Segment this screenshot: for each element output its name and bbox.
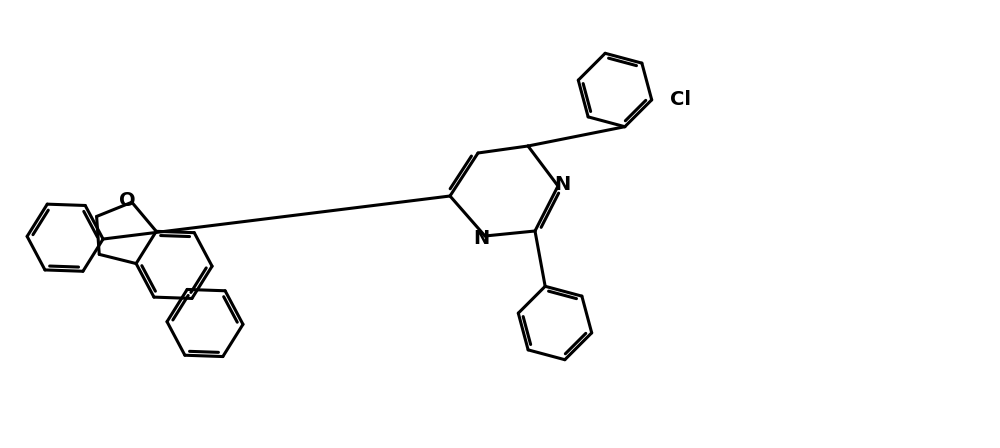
Text: N: N [473, 228, 489, 247]
Text: N: N [554, 175, 570, 194]
Text: Cl: Cl [670, 90, 691, 109]
Text: O: O [119, 191, 135, 210]
